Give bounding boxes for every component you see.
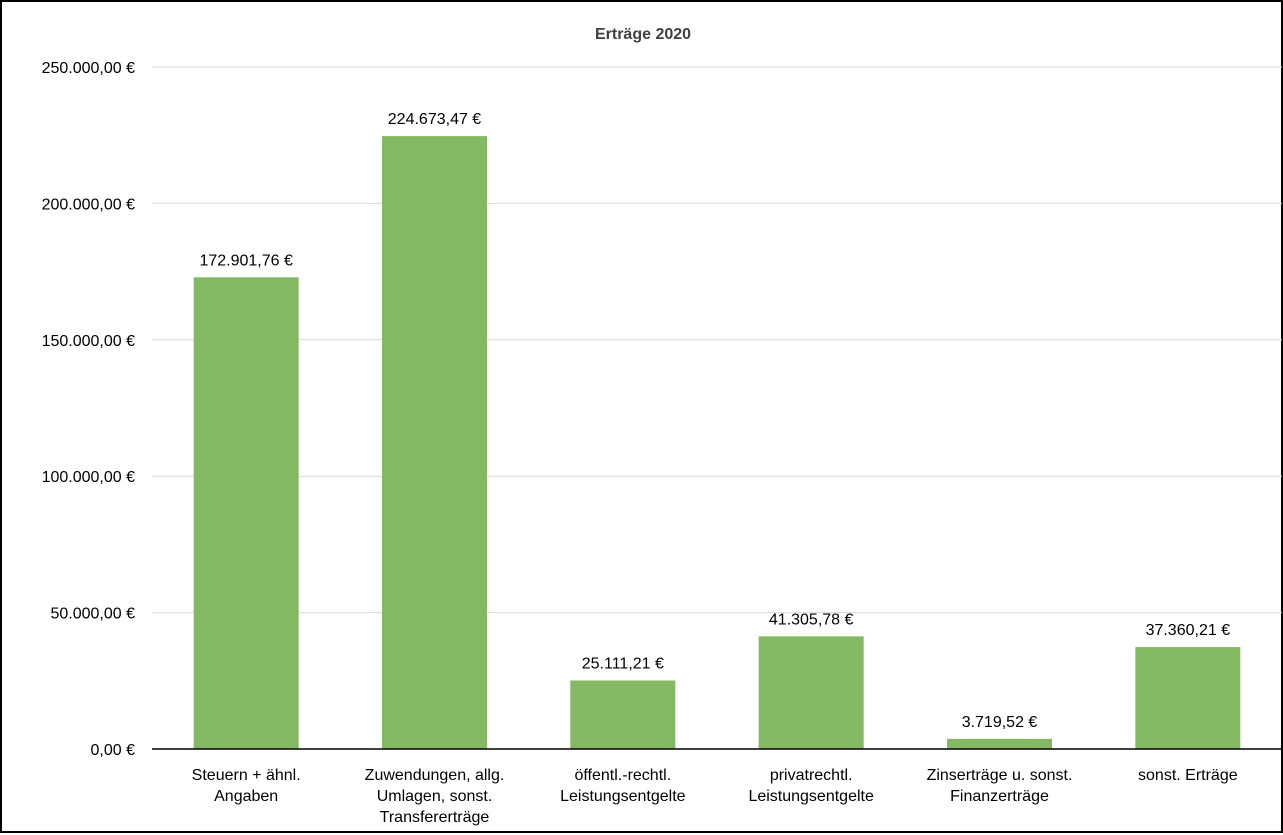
x-category-label: privatrechtl. Leistungsentgelte: [748, 767, 874, 805]
y-tick-label: 250.000,00 €: [42, 60, 136, 77]
x-category-label-line: Finanzerträge: [950, 788, 1049, 805]
x-axis-category-labels: Steuern + ähnl. Angaben Zuwendungen, allg.…: [192, 767, 1238, 826]
x-category-label-line: Umlagen, sonst.: [377, 788, 493, 805]
bar: [1135, 647, 1241, 749]
x-category-label-line: sonst. Erträge: [1138, 767, 1238, 784]
y-tick-label: 0,00 €: [91, 742, 136, 759]
data-label: 224.673,47 €: [388, 111, 482, 128]
y-tick-label: 100.000,00 €: [42, 469, 136, 486]
x-category-label: Zuwendungen, allg. Umlagen, sonst. Transfe…: [365, 767, 505, 826]
x-category-label-line: Steuern + ähnl.: [192, 767, 301, 784]
data-label: 37.360,21 €: [1146, 622, 1231, 639]
y-tick-label: 50.000,00 €: [50, 606, 135, 623]
bar: [193, 277, 299, 749]
data-label: 41.305,78 €: [769, 611, 854, 628]
data-label: 172.901,76 €: [199, 252, 293, 269]
x-category-label-line: öffentl.-rechtl.: [575, 767, 672, 784]
y-tick-label: 200.000,00 €: [42, 196, 136, 213]
bar: [570, 680, 676, 749]
x-category-label-line: Angaben: [214, 788, 278, 805]
chart-title: Erträge 2020: [595, 26, 691, 43]
data-label: 25.111,21 €: [582, 655, 664, 672]
x-category-label-line: Zinserträge u. sonst.: [927, 767, 1073, 784]
x-category-label: Steuern + ähnl. Angaben: [192, 767, 301, 805]
y-tick-label: 150.000,00 €: [42, 333, 136, 350]
bar: [758, 636, 864, 749]
x-category-label: öffentl.-rechtl. Leistungsentgelte: [560, 767, 686, 805]
x-category-label-line: privatrechtl.: [770, 767, 853, 784]
x-category-label-line: Transfererträge: [380, 809, 490, 826]
x-category-label: Zinserträge u. sonst. Finanzerträge: [927, 767, 1073, 805]
x-category-label: sonst. Erträge: [1138, 767, 1238, 784]
bar: [382, 136, 487, 750]
x-category-label-line: Zuwendungen, allg.: [365, 767, 505, 784]
x-category-label-line: Leistungsentgelte: [560, 788, 686, 805]
data-labels: 172.901,76 € 224.673,47 € 25.111,21 € 41.30…: [199, 111, 1230, 731]
bars: [193, 136, 1241, 750]
y-axis-tick-labels: 0,00 € 50.000,00 € 100.000,00 € 150.000,00 …: [42, 60, 136, 759]
gridlines: [152, 66, 1282, 614]
data-label: 3.719,52 €: [962, 714, 1038, 731]
x-category-label-line: Leistungsentgelte: [748, 788, 874, 805]
bar: [947, 738, 1052, 749]
